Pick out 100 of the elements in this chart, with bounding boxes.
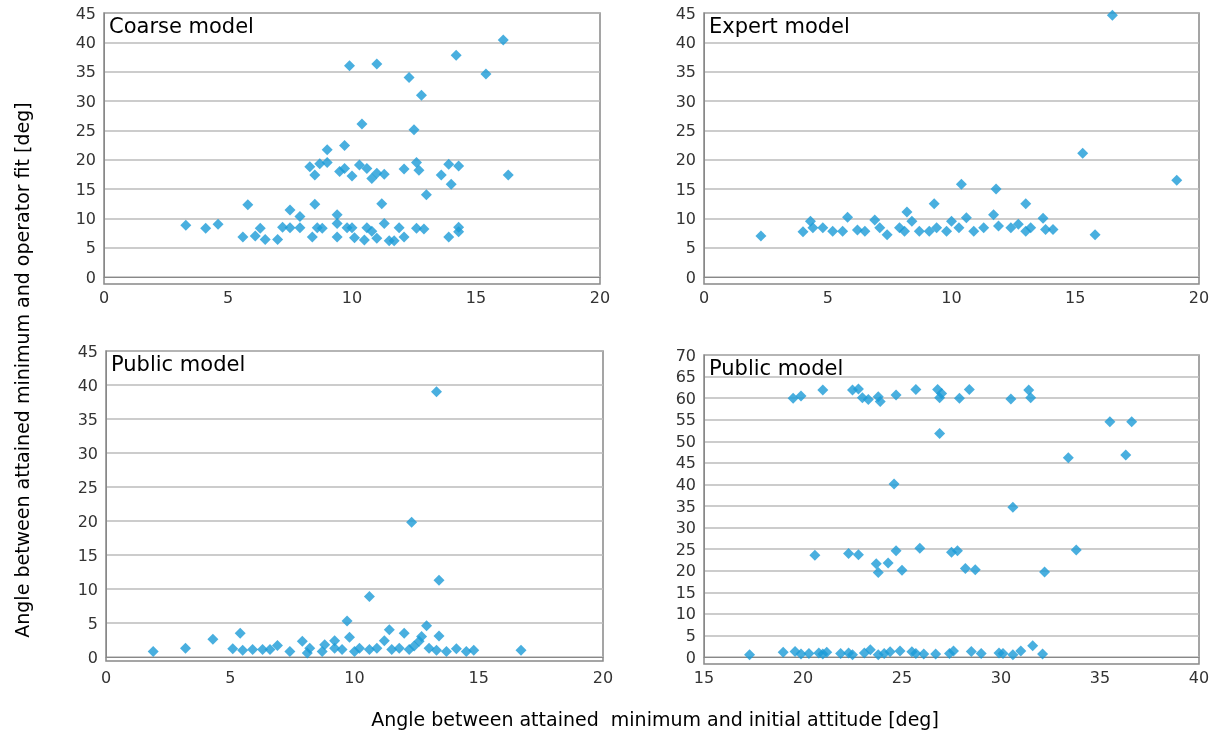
point xyxy=(341,615,353,627)
point xyxy=(378,635,390,647)
y-tick-label: 35 xyxy=(675,496,696,516)
point xyxy=(147,646,159,658)
y-tick-label: 30 xyxy=(675,518,696,538)
y-tick-label: 10 xyxy=(675,208,696,228)
point xyxy=(901,206,913,218)
point xyxy=(353,642,365,654)
point xyxy=(755,230,767,242)
point xyxy=(316,646,328,658)
point xyxy=(842,211,854,223)
point xyxy=(363,590,375,602)
y-tick-label: 20 xyxy=(77,511,98,531)
point xyxy=(993,220,1005,232)
y-tick-label: 15 xyxy=(75,179,96,199)
x-tick-label: 0 xyxy=(698,287,710,307)
y-tick-label: 45 xyxy=(675,3,696,23)
point xyxy=(431,644,443,656)
point xyxy=(931,222,943,234)
point xyxy=(1106,9,1118,21)
x-tick-label: 0 xyxy=(100,667,112,687)
point xyxy=(955,178,967,190)
point xyxy=(344,631,356,643)
y-tick-label: 5 xyxy=(685,238,696,258)
annotation: Coarse model xyxy=(109,13,254,38)
y-tick-label: 20 xyxy=(675,561,696,581)
point xyxy=(953,222,965,234)
point xyxy=(898,225,910,237)
point xyxy=(817,222,829,234)
y-tick-label: 30 xyxy=(77,443,98,463)
point xyxy=(1037,212,1049,224)
point xyxy=(515,644,527,656)
point xyxy=(440,646,452,658)
y-tick-label: 25 xyxy=(75,120,96,140)
point xyxy=(421,620,433,632)
point xyxy=(827,225,839,237)
point xyxy=(329,635,341,647)
point xyxy=(1025,222,1037,234)
y-tick-label: 40 xyxy=(77,375,98,395)
point xyxy=(383,624,395,636)
x-tick-label: 25 xyxy=(891,667,913,687)
point xyxy=(234,627,246,639)
annotation: Public model xyxy=(111,351,246,376)
annotation: Public model xyxy=(709,355,844,380)
point xyxy=(237,644,249,656)
point xyxy=(433,574,445,586)
y-tick-label: 25 xyxy=(675,120,696,140)
point xyxy=(271,639,283,651)
point xyxy=(797,226,809,238)
y-tick-label: 45 xyxy=(77,341,98,361)
point xyxy=(1089,229,1101,241)
x-tick-label: 20 xyxy=(589,287,611,307)
x-tick-label: 20 xyxy=(592,667,614,687)
point xyxy=(180,642,192,654)
point xyxy=(304,642,316,654)
annotation: Expert model xyxy=(709,13,850,38)
point xyxy=(1077,147,1089,159)
x-tick-label: 40 xyxy=(1188,667,1210,687)
point xyxy=(807,222,819,234)
y-axis-title: Angle between attained minimum and operator fit [deg] xyxy=(11,102,33,638)
point xyxy=(433,630,445,642)
y-tick-label: 50 xyxy=(675,431,696,451)
point xyxy=(363,644,375,656)
point xyxy=(946,215,957,227)
x-tick-label: 5 xyxy=(225,667,236,687)
point xyxy=(423,642,435,654)
y-tick-label: 20 xyxy=(675,150,696,170)
y-tick-label: 55 xyxy=(675,410,696,430)
point xyxy=(851,224,863,236)
point xyxy=(371,642,383,654)
point xyxy=(329,642,341,654)
y-tick-label: 45 xyxy=(675,453,696,473)
point xyxy=(393,642,405,654)
point xyxy=(874,222,886,234)
point xyxy=(413,635,425,647)
point xyxy=(990,183,1002,195)
y-tick-label: 10 xyxy=(675,604,696,624)
y-tick-label: 25 xyxy=(675,539,696,559)
point xyxy=(960,212,972,224)
point xyxy=(1040,223,1052,235)
point xyxy=(1020,198,1032,210)
x-tick-label: 15 xyxy=(468,667,489,687)
y-tick-label: 5 xyxy=(685,625,696,645)
point xyxy=(336,644,348,656)
point xyxy=(386,644,398,656)
point xyxy=(207,633,219,645)
point xyxy=(257,644,269,656)
y-tick-label: 30 xyxy=(675,91,696,111)
y-tick-label: 0 xyxy=(685,647,696,667)
point xyxy=(296,635,308,647)
x-tick-label: 30 xyxy=(990,667,1012,687)
y-tick-label: 10 xyxy=(77,579,98,599)
y-tick-label: 60 xyxy=(675,388,696,408)
x-tick-label: 35 xyxy=(1089,667,1111,687)
y-tick-label: 40 xyxy=(675,474,696,494)
point xyxy=(906,215,918,227)
point xyxy=(978,222,990,234)
y-tick-label: 5 xyxy=(85,238,96,258)
x-tick-label: 10 xyxy=(344,667,365,687)
point xyxy=(247,644,259,656)
